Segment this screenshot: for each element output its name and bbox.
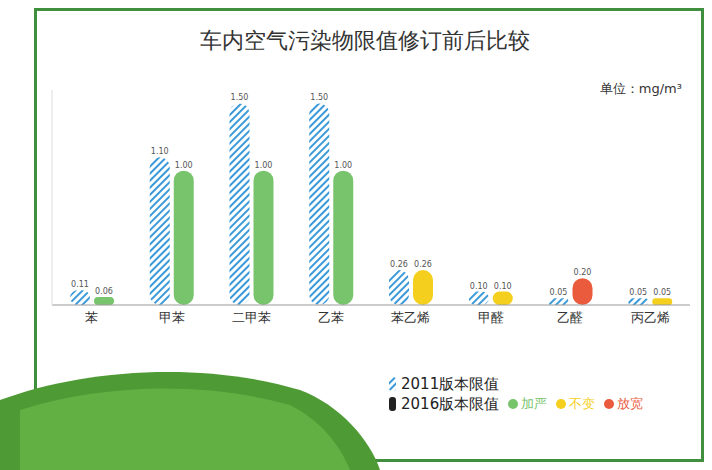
svg-text:0.05: 0.05 (629, 288, 647, 297)
svg-text:苯乙烯: 苯乙烯 (391, 310, 430, 325)
svg-text:丙乙烯: 丙乙烯 (631, 310, 670, 325)
svg-text:0.11: 0.11 (71, 280, 89, 289)
html-text:车内空气污染物限值修订前后比较: 车内空气污染物限值修订前后比较 (200, 28, 530, 53)
html-text:放宽: 放宽 (617, 396, 644, 411)
svg-text:0.10: 0.10 (470, 282, 488, 291)
svg-text:0.26: 0.26 (414, 260, 432, 269)
svg-text:0.20: 0.20 (574, 268, 592, 277)
html-text:2011版本限值: 2011版本限值 (401, 375, 500, 393)
svg-text:苯: 苯 (85, 310, 98, 325)
svg-text:0.05: 0.05 (550, 288, 568, 297)
svg-text:0.10: 0.10 (494, 282, 512, 291)
svg-text:1.50: 1.50 (231, 93, 249, 102)
svg-text:乙苯: 乙苯 (318, 310, 344, 325)
svg-text:甲苯: 甲苯 (159, 310, 185, 325)
svg-text:1.10: 1.10 (151, 147, 169, 156)
svg-text:1.00: 1.00 (334, 161, 352, 170)
html-text:2016版本限值: 2016版本限值 (401, 395, 500, 413)
svg-text:1.50: 1.50 (310, 93, 328, 102)
svg-text:1.00: 1.00 (175, 161, 193, 170)
svg-text:甲醛: 甲醛 (478, 310, 504, 325)
html-text:单位：mg/m³: 单位：mg/m³ (599, 81, 682, 96)
svg-text:0.06: 0.06 (95, 287, 113, 296)
svg-text:二甲苯: 二甲苯 (232, 310, 271, 325)
svg-text:0.05: 0.05 (653, 288, 671, 297)
svg-text:1.00: 1.00 (255, 161, 273, 170)
svg-text:0.26: 0.26 (390, 260, 408, 269)
svg-text:乙醛: 乙醛 (557, 310, 583, 325)
html-text:加严: 加严 (521, 396, 548, 411)
html-text:不变: 不变 (569, 396, 596, 411)
